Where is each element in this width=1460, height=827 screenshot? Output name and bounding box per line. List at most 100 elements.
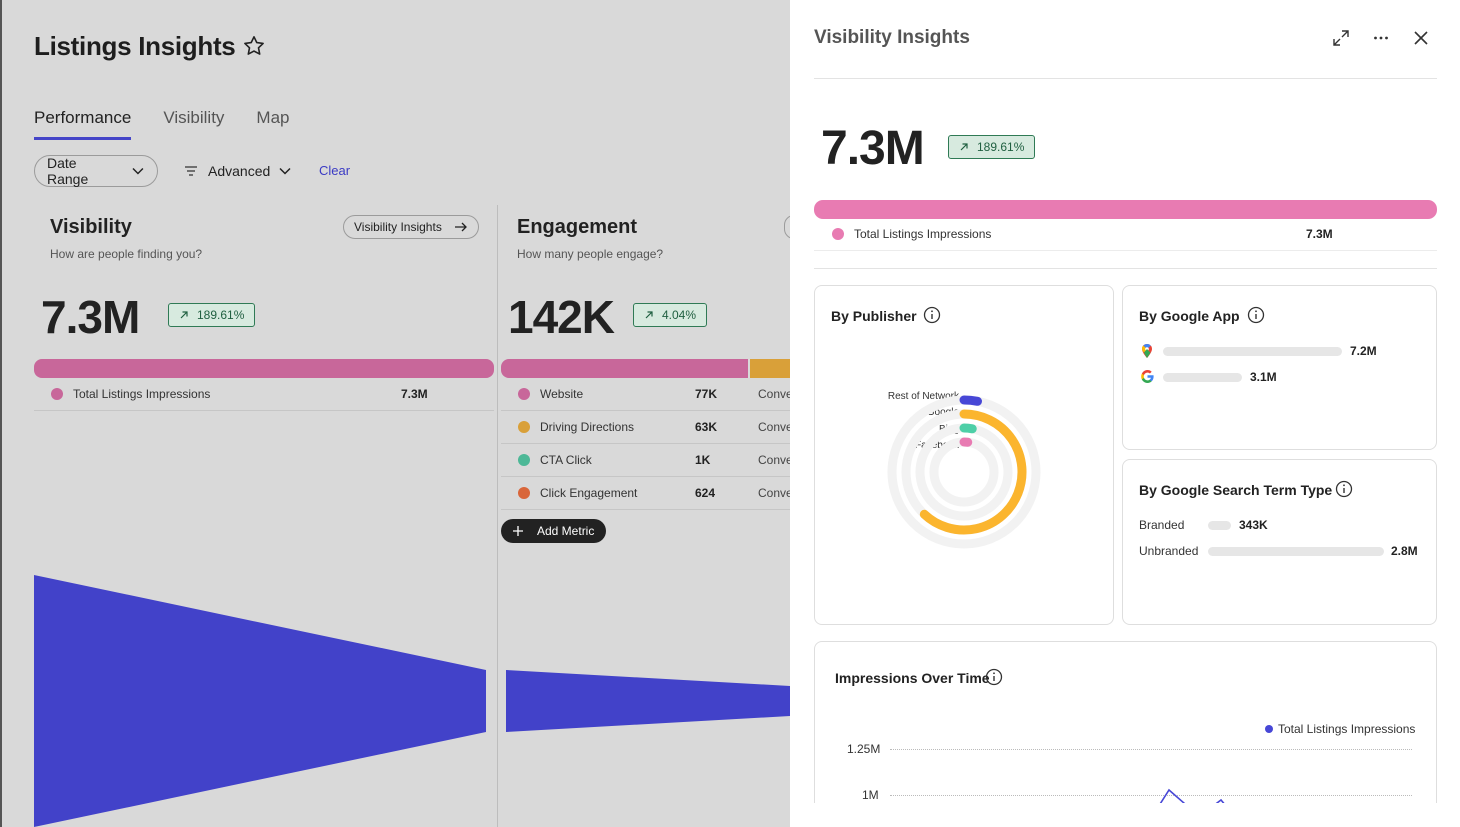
legend-dot (832, 228, 844, 240)
google-maps-icon (1142, 344, 1152, 358)
add-metric-button[interactable]: Add Metric (501, 519, 607, 543)
tab-performance[interactable]: Performance (34, 108, 132, 140)
tab-map[interactable]: Map (256, 108, 290, 127)
legend-value: 624 (695, 486, 716, 500)
advanced-filter[interactable]: Advanced (184, 155, 292, 187)
radial-bar-google[interactable] (919, 409, 1027, 535)
visibility-card-title: Visibility (50, 216, 132, 238)
radial-track (887, 395, 1041, 549)
section-divider (814, 268, 1437, 269)
engagement-total-value: 142K (508, 291, 615, 343)
legend-conversion: Conve (758, 420, 790, 434)
trend-up-icon (180, 311, 188, 319)
visibility-card-subtitle: How are people finding you? (50, 247, 203, 261)
legend-row: Driving Directions 63K Conve (501, 411, 790, 444)
filter-icon (185, 166, 197, 176)
expand-icon[interactable] (1331, 28, 1351, 48)
chevron-down-icon (279, 167, 291, 175)
legend-row: Total Listings Impressions 7.3M (814, 218, 1437, 251)
legend-value: 77K (695, 387, 718, 401)
chart-legend: Total Listings Impressions (1265, 722, 1415, 736)
tab-visibility[interactable]: Visibility (163, 108, 225, 127)
unbranded-value: 2.8M (1391, 544, 1418, 558)
arrow-right-icon (454, 222, 467, 232)
publisher-radial-chart (887, 395, 1041, 549)
info-icon[interactable] (1335, 480, 1353, 498)
funnel-chart (34, 575, 790, 827)
clear-filters-link[interactable]: Clear (319, 163, 351, 178)
y-tick-label: 1M (862, 788, 879, 802)
visibility-insights-button[interactable]: Visibility Insights (343, 215, 479, 239)
drawer-title: Visibility Insights (814, 27, 970, 48)
google-maps-value: 7.2M (1350, 344, 1377, 358)
trend-up-icon (645, 311, 653, 319)
by-google-app-panel: By Google App 7.2M 3.1M (1122, 285, 1437, 450)
unbranded-label: Unbranded (1139, 544, 1199, 558)
trend-up-icon (960, 143, 968, 151)
header-divider (814, 78, 1437, 79)
legend-label: CTA Click (540, 453, 592, 467)
legend-value: 1K (695, 453, 711, 467)
y-tick-label: 1.25M (847, 742, 881, 756)
by-google-app-title: By Google App (1139, 308, 1240, 324)
legend-value: 7.3M (401, 387, 428, 401)
radial-bar-rest-of-network[interactable] (959, 395, 982, 406)
favorite-star-icon[interactable] (242, 34, 266, 58)
visibility-bar (34, 359, 494, 378)
radial-track (929, 437, 999, 507)
advanced-label: Advanced (208, 163, 271, 179)
engagement-bar-website (501, 359, 748, 378)
impressions-over-time-title: Impressions Over Time (835, 670, 990, 686)
legend-label: Total Listings Impressions (1278, 722, 1416, 736)
date-range-filter[interactable]: Date Range (34, 155, 158, 187)
info-icon[interactable] (923, 306, 941, 324)
chevron-down-icon (132, 167, 144, 175)
by-publisher-panel: By Publisher Rest of Network Google Bing… (814, 285, 1114, 625)
legend-label: Total Listings Impressions (854, 227, 992, 241)
drawer-change-badge: 189.61% (948, 135, 1036, 159)
plus-icon (513, 526, 523, 536)
branded-bar (1208, 521, 1231, 530)
publisher-label: Google (926, 407, 959, 418)
legend-dot (518, 487, 530, 499)
engagement-bar-directions (750, 359, 790, 378)
drawer-total-value: 7.3M (821, 122, 925, 175)
unbranded-bar (1208, 547, 1384, 556)
legend-row: Website 77K Conve (501, 378, 790, 411)
legend-row: Click Engagement 624 Conve (501, 477, 790, 510)
visibility-insights-label: Visibility Insights (354, 220, 442, 234)
drawer-change-value: 189.61% (977, 140, 1025, 154)
legend-conversion: Conve (758, 453, 790, 467)
drawer-bottom-fade (790, 803, 1460, 827)
info-icon[interactable] (1247, 306, 1265, 324)
legend-label: Click Engagement (540, 486, 638, 500)
google-g-icon (1141, 370, 1154, 383)
card-divider (497, 205, 498, 827)
engagement-card-title: Engagement (517, 216, 638, 238)
by-search-term-title: By Google Search Term Type (1139, 482, 1333, 498)
engagement-card-subtitle: How many people engage? (517, 247, 664, 261)
legend-value: 63K (695, 420, 718, 434)
drawer-impressions-bar (814, 200, 1437, 219)
engagement-change-value: 4.04% (662, 308, 697, 322)
branded-label: Branded (1139, 518, 1185, 532)
date-range-label: Date Range (47, 155, 89, 187)
close-icon[interactable] (1411, 28, 1431, 48)
google-search-value: 3.1M (1250, 370, 1277, 384)
radial-bar-bing[interactable] (959, 423, 977, 434)
info-icon[interactable] (985, 668, 1003, 686)
gridline (890, 795, 1412, 796)
visibility-change-badge: 189.61% (168, 303, 256, 327)
legend-conversion: Conve (758, 387, 790, 401)
more-options-icon[interactable] (1371, 28, 1391, 48)
legend-row: Total Listings Impressions 7.3M (34, 378, 494, 411)
gridline (890, 749, 1412, 750)
tab-bar: Performance Visibility Map (34, 108, 322, 140)
legend-value: 7.3M (1306, 227, 1333, 241)
legend-dot (518, 388, 530, 400)
legend-dot (518, 421, 530, 433)
impressions-over-time-panel: Impressions Over Time Total Listings Imp… (814, 641, 1437, 827)
legend-label: Driving Directions (540, 420, 635, 434)
legend-dot (51, 388, 63, 400)
window-edge (0, 0, 2, 827)
